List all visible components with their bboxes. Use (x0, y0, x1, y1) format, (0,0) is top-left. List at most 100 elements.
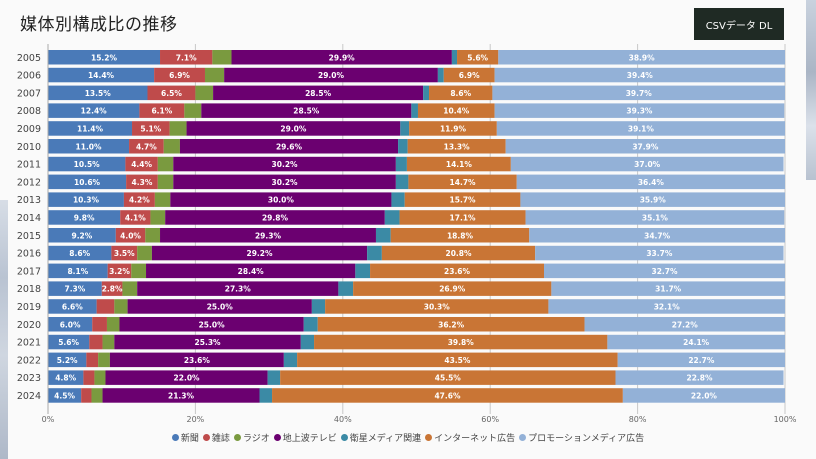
bar-segment (48, 85, 148, 101)
data-label: 29.8% (262, 213, 289, 222)
data-label: 14.1% (446, 160, 473, 169)
bar-segment (391, 192, 405, 207)
bar-segment (395, 156, 407, 172)
bar-segment (395, 174, 409, 190)
data-label: 36.2% (438, 320, 465, 329)
bar-segment (48, 263, 108, 279)
data-label: 38.9% (629, 53, 656, 62)
legend-dot-icon (273, 434, 281, 441)
data-label: 4.0% (120, 231, 141, 240)
data-label: 9.8% (74, 213, 95, 222)
data-label: 11.0% (76, 142, 103, 151)
data-label: 32.1% (654, 302, 681, 311)
legend-dot-icon (202, 434, 210, 441)
legend-dot-icon (425, 434, 433, 441)
bar-segment (544, 263, 785, 279)
bar-segment (224, 67, 438, 83)
x-tick-label: 60% (481, 415, 499, 424)
data-label: 3.2% (109, 267, 130, 276)
y-tick-label: 2011 (17, 160, 41, 171)
data-label: 39.8% (448, 338, 475, 347)
bar-segment (548, 299, 785, 314)
data-label: 22.0% (174, 374, 201, 383)
bar-segment (338, 281, 354, 296)
bar-segment (311, 299, 326, 314)
legend-item[interactable]: 地上波テレビ (273, 431, 337, 444)
data-label: 27.2% (672, 320, 699, 329)
bar-segment (48, 121, 133, 136)
data-label: 28.4% (238, 267, 265, 276)
bar-segment (622, 388, 785, 403)
bar-segment (184, 103, 202, 118)
bar-segment (283, 352, 298, 368)
bar-segment (398, 139, 408, 154)
data-label: 4.5% (54, 391, 75, 400)
y-tick-label: 2014 (17, 213, 41, 224)
bar-segment (94, 370, 106, 385)
bar-segment (195, 85, 214, 101)
data-label: 6.9% (169, 71, 190, 80)
bar-segment (443, 67, 495, 83)
data-label: 29.6% (276, 142, 303, 151)
bar-segment (137, 281, 339, 296)
legend-item[interactable]: 衛星メディア関連 (340, 431, 421, 444)
bar-segment (437, 67, 444, 83)
bar-segment (98, 352, 110, 368)
bar-segment (496, 121, 785, 136)
bar-segment (105, 370, 268, 385)
bar-segment (325, 299, 549, 314)
data-label: 37.9% (632, 142, 659, 151)
bar-segment (492, 85, 785, 101)
data-label: 35.1% (642, 213, 669, 222)
bar-segment (81, 388, 92, 403)
bar-segment (173, 174, 396, 190)
data-label: 35.9% (640, 196, 667, 205)
bar-segment (170, 192, 392, 207)
data-label: 29.3% (255, 231, 282, 240)
data-label: 30.3% (424, 302, 451, 311)
bar-segment (157, 156, 174, 172)
data-label: 8.1% (67, 267, 88, 276)
bar-segment (317, 317, 585, 332)
bar-segment (129, 139, 164, 154)
legend-item[interactable]: プロモーションメディア広告 (519, 431, 644, 444)
data-label: 25.0% (199, 320, 226, 329)
bar-segment (300, 334, 315, 350)
bar-segment (48, 139, 130, 154)
legend-item[interactable]: 新聞 (171, 431, 199, 444)
data-label: 18.8% (447, 231, 474, 240)
data-label: 39.1% (628, 124, 655, 133)
legend-item[interactable]: 雑誌 (202, 431, 230, 444)
data-label: 11.9% (440, 124, 467, 133)
bar-segment (102, 388, 260, 403)
bar-segment (48, 156, 126, 172)
bar-segment (384, 210, 400, 225)
y-tick-label: 2016 (17, 249, 41, 260)
data-label: 10.5% (74, 160, 101, 169)
legend-item[interactable]: インターネット広告 (425, 431, 515, 444)
data-label: 29.0% (280, 124, 307, 133)
bar-segment (48, 370, 84, 385)
bar-segment (48, 281, 102, 296)
legend-item[interactable]: ラジオ (233, 431, 270, 444)
x-tick-label: 0% (42, 415, 55, 424)
bar-segment (160, 50, 213, 65)
bar-segment (510, 156, 784, 172)
bar-segment (212, 50, 232, 65)
y-tick-label: 2021 (17, 338, 41, 349)
bar-segment (381, 245, 536, 261)
data-label: 23.6% (184, 356, 211, 365)
data-label: 5.6% (467, 53, 488, 62)
bar-segment (132, 121, 170, 136)
bar-segment (498, 50, 785, 65)
data-label: 30.2% (272, 160, 299, 169)
data-label: 26.9% (439, 285, 466, 294)
bar-segment (451, 50, 458, 65)
chart-legend: 新聞 雑誌 ラジオ 地上波テレビ 衛星メディア関連 インターネット広告 プロモーションメディ… (0, 431, 816, 444)
y-tick-label: 2022 (17, 355, 41, 366)
x-tick-label: 20% (187, 415, 205, 424)
bar-segment (457, 50, 499, 65)
data-label: 5.1% (140, 124, 161, 133)
csv-download-button[interactable]: CSVデータ DL (694, 8, 784, 40)
